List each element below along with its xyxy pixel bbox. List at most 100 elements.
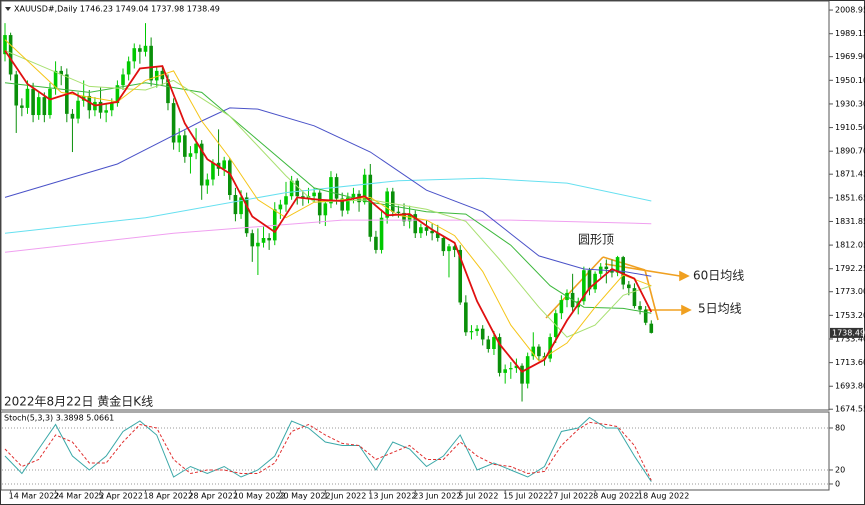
y-tick-label: 1713.60 (835, 358, 865, 367)
y-tick-label: 1910.50 (835, 123, 865, 132)
candle-body (289, 180, 294, 197)
y-tick-label: 1773.00 (835, 287, 865, 296)
candle-body (239, 197, 243, 215)
candle-body (548, 337, 552, 359)
candle-body (194, 143, 198, 154)
candle-body (104, 110, 108, 113)
candle-body (475, 328, 479, 332)
candle-body (587, 270, 592, 290)
candle-body (109, 103, 114, 111)
candle-body (25, 88, 30, 108)
y-tick-label: 1674.55 (835, 405, 865, 414)
candle-body (8, 35, 13, 75)
y-tick-label: 1950.10 (835, 76, 865, 85)
candle-body (396, 211, 401, 213)
candle-body (419, 227, 423, 234)
candle-body (14, 74, 19, 106)
x-tick-label: 23 Jun 2022 (413, 492, 461, 501)
candle-body (503, 369, 507, 373)
candle-body (649, 323, 654, 333)
candle-body (537, 346, 541, 357)
x-tick-label: 18 Apr 2022 (144, 492, 193, 501)
line-series (4, 219, 652, 253)
candle-body (368, 174, 373, 237)
candle-body (615, 257, 620, 273)
candle-body (138, 48, 142, 52)
candle-body (126, 61, 131, 75)
price-label: 1738.49 (832, 328, 865, 337)
candle-body (525, 356, 530, 384)
candle-body (36, 97, 41, 116)
candle-body (317, 192, 322, 216)
y-tick-label: 1792.25 (835, 264, 865, 273)
candle-body (177, 135, 182, 143)
candle-body (171, 103, 176, 143)
candle-body (329, 177, 333, 204)
candle-body (582, 270, 586, 302)
candle-body (3, 35, 7, 55)
x-tick-label: 5 Apr 2022 (99, 492, 143, 501)
y-tick-label: 1693.80 (835, 382, 865, 391)
candle-body (621, 257, 625, 285)
candle-body (469, 331, 474, 333)
candle-body (70, 113, 75, 119)
annotation: 5日均线 (698, 302, 742, 316)
candle-body (559, 300, 564, 314)
candle-body (390, 191, 395, 212)
price-box (830, 327, 863, 338)
x-tick-label: 8 Aug 2022 (593, 492, 639, 501)
candle-body (509, 368, 513, 370)
candle-body (435, 233, 440, 238)
candle-body (604, 266, 609, 270)
candle-body (98, 101, 103, 113)
candle-body (334, 177, 339, 199)
candle-body (464, 302, 468, 333)
y-tick-label: 1871.45 (835, 170, 865, 179)
annotation: 圆形顶 (578, 233, 614, 247)
x-tick-label: 15 Jul 2022 (503, 492, 548, 501)
candle-body (497, 337, 502, 373)
y-tick-label: 1733.40 (835, 334, 865, 343)
candle-body (48, 88, 52, 116)
candle-body (233, 195, 238, 215)
candle-body (452, 246, 457, 250)
candle-body (199, 143, 204, 186)
candle-body (154, 70, 159, 81)
y-tick-label: 1890.70 (835, 147, 865, 156)
candle-body (514, 365, 519, 369)
line-series (4, 416, 652, 482)
candle-body (643, 309, 648, 323)
y-tick-label: 1831.85 (835, 217, 865, 226)
candle-body (53, 70, 58, 89)
candle-body (149, 45, 153, 81)
x-tick-label: 27 Jul 2022 (548, 492, 593, 501)
x-tick-label: 18 Aug 2022 (638, 492, 689, 501)
candle-body (222, 160, 226, 169)
candle-body (42, 97, 47, 116)
candle-body (627, 284, 631, 289)
candle-body (480, 328, 485, 340)
y-tick-label: 1851.65 (835, 193, 865, 202)
y-tick-label: 0 (835, 479, 840, 488)
menu-icon (5, 7, 11, 11)
candle-body (346, 197, 350, 211)
x-tick-label: 24 Mar 2022 (54, 492, 105, 501)
candle-body (402, 212, 406, 222)
candle-body (244, 197, 249, 234)
line-series (4, 50, 653, 373)
y-tick-label: 2008.95 (835, 6, 865, 15)
candle-body (351, 193, 356, 198)
candle-body (143, 45, 148, 52)
x-tick-label: 20 May 2022 (278, 492, 330, 501)
candle-body (340, 198, 344, 211)
candle-body (188, 153, 193, 157)
candle-body (312, 192, 316, 197)
y-tick-label: 20 (835, 465, 845, 474)
y-tick-label: 1753.20 (835, 311, 865, 320)
candle-body (295, 180, 300, 197)
candle-body (430, 230, 434, 234)
candle-body (374, 236, 378, 250)
annotation: 2022年8月22日 黄金日K线 (4, 394, 153, 409)
